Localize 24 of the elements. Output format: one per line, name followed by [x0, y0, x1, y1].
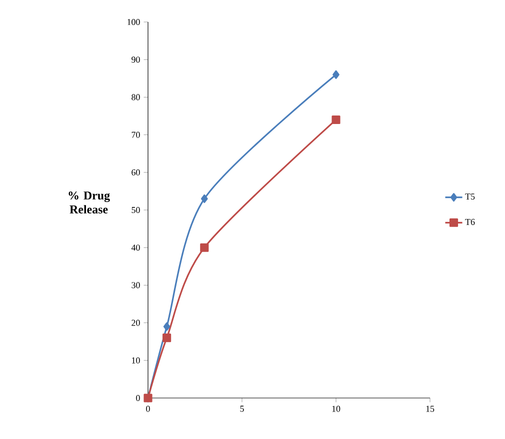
- y-tick-label: 70: [132, 132, 140, 138]
- legend-label: T5: [465, 194, 475, 200]
- point: [163, 322, 170, 331]
- y-axis-title: % Drug Release: [68, 191, 110, 214]
- y-tick-label: 30: [132, 282, 140, 288]
- point: [200, 194, 208, 204]
- point: [200, 243, 209, 252]
- y-tick-label: 60: [132, 169, 140, 176]
- y-tick-label: 0: [136, 394, 140, 402]
- legend-label: T6: [465, 218, 475, 225]
- point: [332, 115, 340, 124]
- y-tick-label: 80: [132, 94, 140, 100]
- point: [332, 70, 340, 79]
- x-tick-label: 10: [332, 406, 340, 412]
- x-tick-label: 5: [240, 406, 244, 412]
- x-tick-label: 15: [426, 406, 434, 412]
- y-tick-label: 40: [131, 244, 140, 251]
- y-tick-label: 90: [132, 56, 140, 63]
- point: [162, 334, 172, 342]
- y-tick-label: 50: [132, 206, 140, 214]
- x-tick-label: 0: [146, 406, 150, 412]
- y-tick-label: 20: [132, 320, 140, 326]
- y-tick-label: 100: [128, 18, 140, 26]
- y-tick-label: 10: [132, 357, 140, 364]
